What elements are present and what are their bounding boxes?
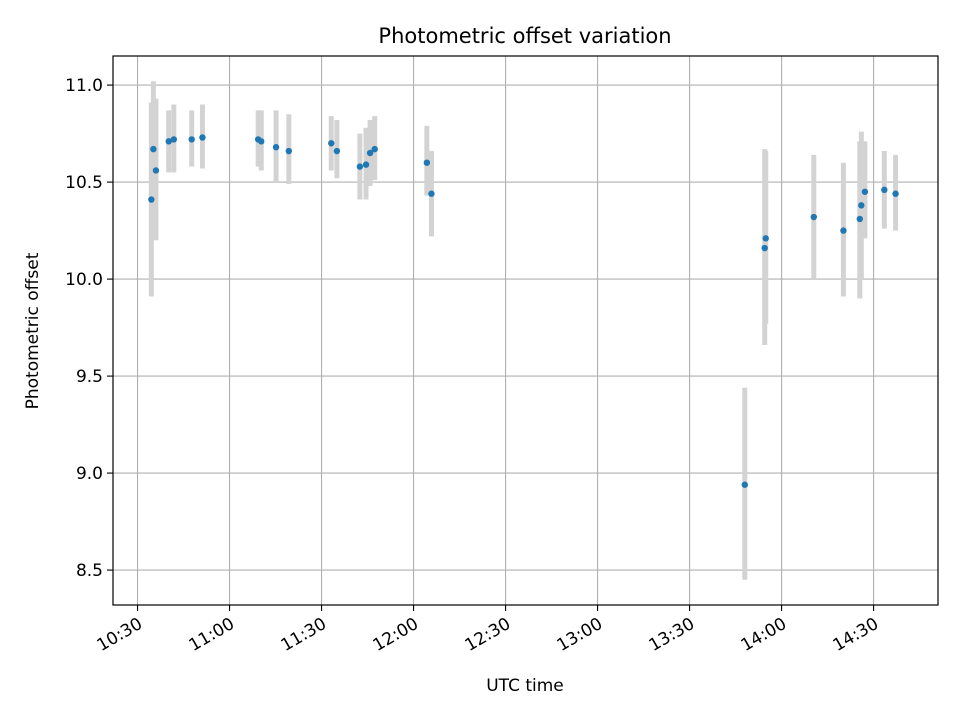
data-point bbox=[170, 136, 178, 143]
y-tick-label: 9.0 bbox=[76, 464, 103, 484]
chart-title: Photometric offset variation bbox=[378, 24, 671, 48]
data-point bbox=[165, 138, 172, 145]
data-point bbox=[362, 161, 370, 168]
data-point bbox=[892, 190, 899, 197]
data-point bbox=[762, 235, 769, 242]
data-point bbox=[188, 136, 195, 143]
y-tick-label: 11.0 bbox=[65, 76, 103, 96]
y-tick-label: 8.5 bbox=[76, 561, 103, 581]
data-point bbox=[356, 163, 364, 170]
data-point bbox=[428, 190, 435, 197]
data-point bbox=[840, 227, 847, 234]
data-point bbox=[856, 215, 863, 223]
grid bbox=[113, 56, 938, 605]
data-point bbox=[272, 143, 280, 151]
data-point bbox=[258, 138, 265, 145]
data-point bbox=[810, 213, 817, 221]
data-point bbox=[741, 481, 748, 488]
y-tick-label: 10.5 bbox=[65, 173, 103, 193]
data-point bbox=[328, 140, 335, 147]
data-point bbox=[881, 186, 888, 194]
y-axis: 8.5 9.0 9.5 10.0 10.5 11.0 bbox=[65, 76, 113, 581]
data-point bbox=[148, 196, 155, 203]
data-point bbox=[150, 145, 157, 153]
data-point bbox=[366, 149, 374, 157]
data-point bbox=[858, 202, 865, 209]
data-point bbox=[861, 188, 869, 195]
data-point bbox=[761, 244, 768, 252]
data-points bbox=[148, 134, 899, 488]
x-axis-title: UTC time bbox=[486, 676, 564, 696]
y-tick-label: 10.0 bbox=[65, 270, 103, 290]
data-point bbox=[152, 167, 160, 174]
data-point bbox=[199, 134, 206, 141]
plot-frame bbox=[112, 55, 939, 606]
data-point bbox=[423, 159, 431, 166]
data-point bbox=[285, 147, 293, 155]
data-point bbox=[333, 147, 341, 155]
y-tick-label: 9.5 bbox=[76, 367, 103, 387]
y-axis-title: Photometric offset bbox=[23, 252, 43, 409]
data-point bbox=[371, 145, 378, 153]
